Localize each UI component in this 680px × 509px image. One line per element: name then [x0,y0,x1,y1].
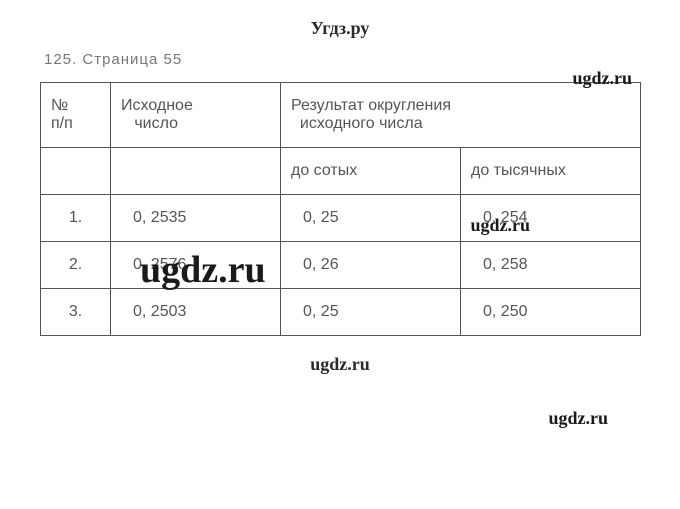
header-npp-line1: № [51,97,68,114]
caption: 125. Страница 55 [44,51,640,68]
cell-source: 0, 2535 [111,195,281,242]
cell-thousandths: 0, 250 [461,289,641,336]
subheader-hundredths: до сотых [281,148,461,195]
subheader-empty1 [41,148,111,195]
subheader-empty2 [111,148,281,195]
header-source-line1: Исходное [121,97,193,114]
footer-watermark: ugdz.ru [40,354,640,375]
cell-source: 0, 2503 [111,289,281,336]
cell-hundredths: 0, 25 [281,195,461,242]
table-row: 2. 0, 2576 0, 26 0, 258 [41,242,641,289]
header-result: Результат округления исходного числа [281,83,641,148]
cell-thousandths: 0, 254 [461,195,641,242]
cell-source: 0, 2576 [111,242,281,289]
header-npp-line2: п/п [51,115,73,132]
cell-hundredths: 0, 26 [281,242,461,289]
header-result-line2: исходного числа [300,115,423,132]
header-result-line1: Результат округления [291,97,451,114]
subheader-thousandths: до тысячных [461,148,641,195]
table-row: 1. 0, 2535 0, 25 0, 254 [41,195,641,242]
header-source: Исходное число [111,83,281,148]
header-npp: № п/п [41,83,111,148]
cell-n: 1. [41,195,111,242]
rounding-table: № п/п Исходное число Результат округлени… [40,82,641,336]
cell-hundredths: 0, 25 [281,289,461,336]
header-watermark: Угдз.ру [40,18,640,39]
cell-thousandths: 0, 258 [461,242,641,289]
cell-n: 3. [41,289,111,336]
table-subheader-row: до сотых до тысячных [41,148,641,195]
cell-n: 2. [41,242,111,289]
header-source-line2: число [134,115,178,132]
overlay-watermark: ugdz.ru [548,408,608,429]
table-row: 3. 0, 2503 0, 25 0, 250 [41,289,641,336]
table-header-row: № п/п Исходное число Результат округлени… [41,83,641,148]
